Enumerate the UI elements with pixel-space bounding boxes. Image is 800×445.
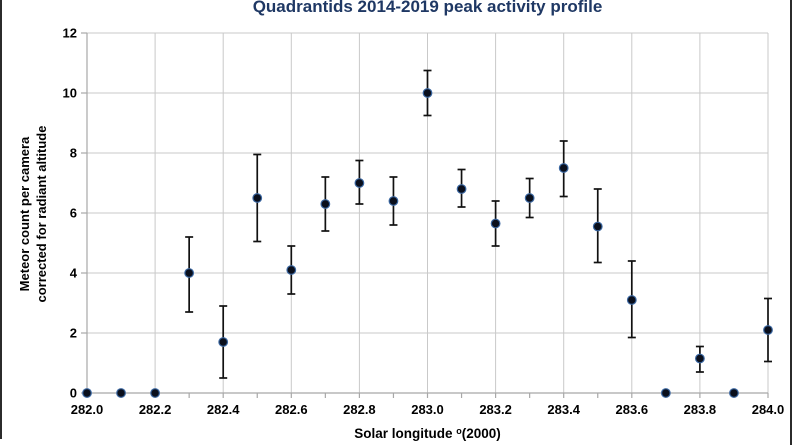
- x-axis-title: Solar longitude o(2000): [87, 426, 768, 441]
- y-tick-label: 6: [70, 206, 77, 221]
- x-tick-label: 282.0: [71, 402, 104, 417]
- data-point: [592, 221, 603, 232]
- y-axis-title-line2: corrected for radiant altitude: [34, 125, 49, 303]
- frame-border-right: [790, 0, 792, 445]
- data-point: [252, 193, 263, 203]
- data-point: [150, 388, 161, 398]
- x-tick-label: 282.4: [207, 402, 240, 417]
- x-tick-label: 284.0: [752, 402, 785, 417]
- data-point: [524, 193, 535, 203]
- data-point: [422, 88, 433, 98]
- x-axis-title-year: (2000): [461, 426, 501, 441]
- data-point: [286, 265, 297, 275]
- x-axis-title-degree-sup: o: [456, 426, 462, 436]
- data-point: [184, 268, 195, 278]
- data-point: [354, 178, 365, 188]
- y-tick-label: 0: [70, 386, 77, 401]
- x-tick-label: 282.6: [275, 402, 308, 417]
- data-point: [218, 337, 229, 347]
- x-axis-title-text: Solar longitude: [354, 426, 457, 441]
- data-point: [626, 295, 637, 305]
- x-tick-label: 283.0: [411, 402, 444, 417]
- x-tick-label: 282.2: [139, 402, 172, 417]
- y-tick-label: 2: [70, 326, 77, 341]
- data-point: [320, 199, 331, 209]
- chart-title: Quadrantids 2014-2019 peak activity prof…: [252, 0, 603, 16]
- data-point: [660, 388, 671, 398]
- y-tick-label: 8: [70, 146, 77, 161]
- y-axis-title: Meteor count per camera corrected for ra…: [16, 34, 52, 394]
- data-point: [763, 325, 773, 335]
- data-point: [116, 388, 126, 398]
- y-tick-label: 10: [63, 86, 77, 101]
- x-tick-label: 283.6: [616, 402, 649, 417]
- data-point: [388, 196, 399, 206]
- data-point: [729, 388, 739, 398]
- frame-border-left: [0, 0, 2, 439]
- x-tick-label: 282.8: [343, 402, 376, 417]
- x-tick-label: 283.8: [684, 402, 717, 417]
- x-tick-label: 283.4: [547, 402, 580, 417]
- data-point: [456, 184, 467, 194]
- y-axis-title-line1: Meteor count per camera: [17, 136, 32, 292]
- data-point: [490, 218, 501, 229]
- y-tick-label: 12: [63, 26, 77, 41]
- x-tick-label: 283.2: [479, 402, 512, 417]
- y-tick-label: 4: [70, 266, 78, 281]
- data-point: [558, 163, 569, 173]
- data-point: [82, 388, 92, 398]
- data-point: [695, 353, 705, 364]
